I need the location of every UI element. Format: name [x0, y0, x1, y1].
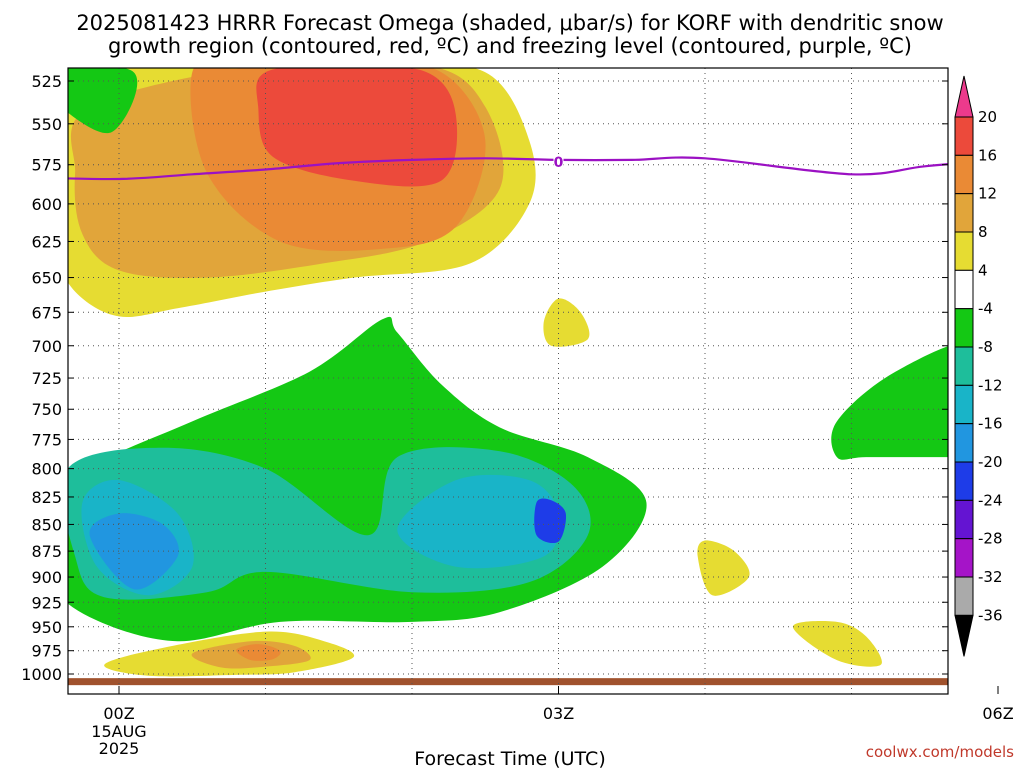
y-tick-label-575: 575 — [31, 156, 62, 175]
colorbar-tick--36: -36 — [978, 606, 1003, 624]
colorbar-segment-2 — [954, 193, 974, 233]
colorbar-tick-16: 16 — [978, 146, 997, 164]
x-tick-label-03Z: 03Z — [543, 704, 574, 723]
y-tick-label-825: 825 — [31, 488, 62, 507]
omega-region-neg4-4 — [68, 68, 138, 134]
y-tick-label-925: 925 — [31, 593, 62, 612]
colorbar-segment-8 — [954, 423, 974, 463]
colorbar-tick--4: -4 — [978, 300, 993, 318]
y-tick-label-525: 525 — [31, 72, 62, 91]
y-tick-label-800: 800 — [31, 460, 62, 479]
x-axis-label: Forecast Time (UTC) — [414, 748, 605, 768]
y-tick-label-900: 900 — [31, 568, 62, 587]
colorbar-segment-1 — [954, 154, 974, 195]
colorbar-tick--24: -24 — [978, 491, 1003, 509]
colorbar-tick--32: -32 — [978, 568, 1003, 586]
y-tick-label-600: 600 — [31, 195, 62, 214]
colorbar-tick-8: 8 — [978, 223, 988, 241]
colorbar-tick--8: -8 — [978, 338, 993, 356]
colorbar-tick--20: -20 — [978, 453, 1003, 471]
colorbar-segment-7 — [954, 384, 974, 425]
freezing-level-label: 0 — [554, 155, 564, 171]
ground-surface — [68, 678, 948, 686]
grid-lines — [68, 68, 948, 694]
colorbar-tick--12: -12 — [978, 376, 1003, 394]
colorbar-segment-4 — [954, 269, 974, 310]
y-tick-label-550: 550 — [31, 115, 62, 134]
omega-region-neg12-8 — [397, 474, 560, 569]
colorbar-segment-12 — [954, 576, 974, 616]
colorbar-segment-11 — [954, 538, 974, 578]
colorbar-tick-20: 20 — [978, 108, 997, 126]
colorbar-tick-4: 4 — [978, 261, 988, 279]
axes: 525 550 575 600 625 650 675 700 725 750 775 800 825 8… — [21, 67, 1014, 723]
chart-title-line1: 2025081423 HRRR Forecast Omega (shaded, … — [76, 11, 943, 35]
y-tick-label-875: 875 — [31, 542, 62, 561]
x-tick-label-00Z: 00Z — [103, 704, 134, 723]
freezing-level-layer: 0 — [68, 154, 948, 181]
y-tick-label-1000: 1000 — [21, 665, 62, 684]
colorbar-segment-0 — [954, 116, 974, 156]
x-date-year: 2025 — [99, 739, 140, 758]
omega-region-neg4-17 — [831, 346, 948, 460]
omega-region-pos16-3 — [256, 68, 458, 187]
credit-label: coolwx.com/models — [866, 743, 1014, 761]
y-tick-label-625: 625 — [31, 232, 62, 251]
omega-region-pos12-13 — [236, 644, 281, 661]
y-tick-label-750: 750 — [31, 400, 62, 419]
colorbar-top-arrow — [954, 75, 974, 118]
plot-area — [68, 68, 948, 686]
colorbar-segment-6 — [954, 346, 974, 386]
y-tick-label-725: 725 — [31, 369, 62, 388]
colorbar-bottom-arrow — [954, 614, 974, 657]
colorbar: 20 16 12 8 4 -4 -8 -12 -16 -20 -24 -28 -32 -36 — [954, 75, 1003, 657]
y-tick-label-775: 775 — [31, 430, 62, 449]
y-tick-label-700: 700 — [31, 337, 62, 356]
y-tick-label-650: 650 — [31, 269, 62, 288]
colorbar-segment-3 — [954, 231, 974, 271]
colorbar-tick--16: -16 — [978, 415, 1003, 433]
y-tick-label-675: 675 — [31, 303, 62, 322]
y-tick-label-975: 975 — [31, 642, 62, 661]
omega-region-pos4-15 — [697, 540, 750, 596]
plot-frame — [67, 67, 949, 695]
y-tick-label-950: 950 — [31, 618, 62, 637]
freezing-level-label-box — [553, 154, 564, 170]
x-date-label: 15AUG 2025 — [91, 722, 146, 758]
colorbar-segment-5 — [954, 308, 974, 348]
omega-region-neg16-9 — [89, 513, 179, 590]
omega-region-pos4-16 — [792, 621, 882, 667]
omega-shading — [68, 68, 948, 686]
chart-title-line2: growth region (contoured, red, ºC) and f… — [108, 34, 912, 58]
y-tick-label-850: 850 — [31, 515, 62, 534]
omega-region-pos4-14 — [543, 298, 590, 347]
omega-region-neg20-10 — [534, 498, 567, 544]
x-date-day: 15AUG — [91, 722, 146, 741]
freezing-level-line — [68, 156, 948, 181]
colorbar-segment-9 — [954, 461, 974, 501]
colorbar-segment-10 — [954, 499, 974, 540]
x-tick-label-06Z: 06Z — [982, 704, 1013, 723]
colorbar-tick-12: 12 — [978, 185, 997, 203]
colorbar-tick--28: -28 — [978, 530, 1003, 548]
